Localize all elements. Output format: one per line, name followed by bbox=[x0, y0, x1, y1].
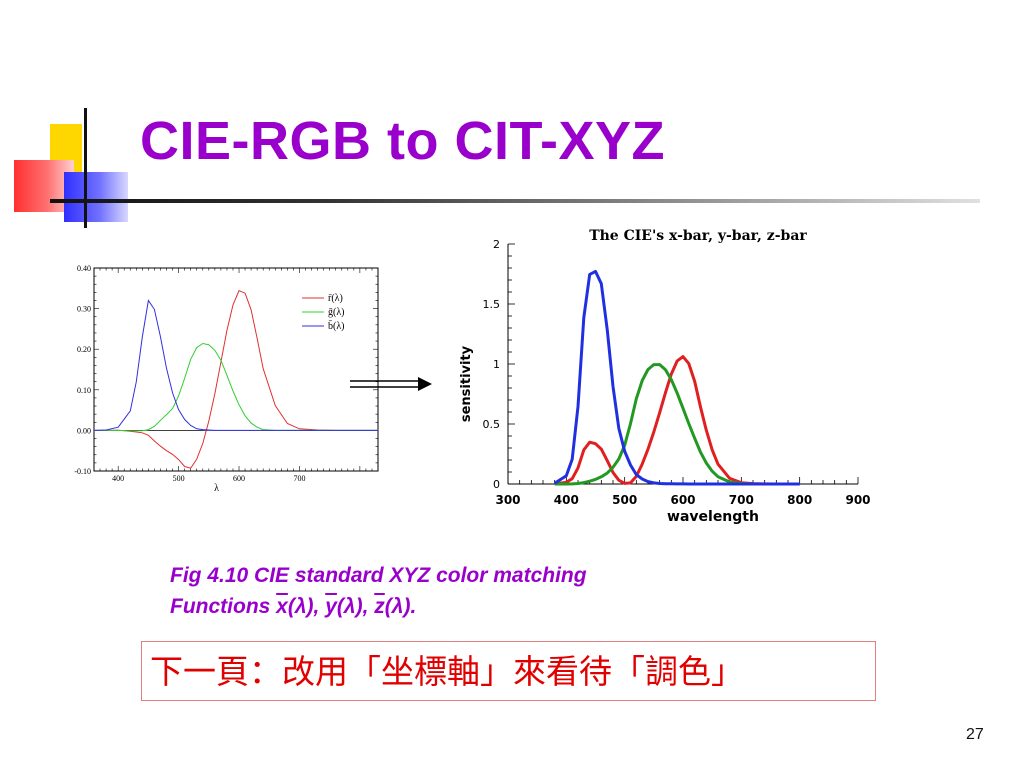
title-underline bbox=[50, 199, 980, 203]
x-tick-label: 500 bbox=[612, 493, 637, 507]
x-tick-label: 400 bbox=[112, 474, 124, 483]
y-tick-label: 2 bbox=[493, 238, 500, 251]
chart-title: The CIE's x-bar, y-bar, z-bar bbox=[589, 228, 807, 244]
y-tick-label: 0 bbox=[493, 478, 500, 491]
next-page-note: 下一頁：改用「坐標軸」來看待「調色」 bbox=[141, 641, 876, 701]
y-tick-label: 0.00 bbox=[77, 426, 91, 435]
y-tick-label: 1 bbox=[493, 358, 500, 371]
legend-label: ḡ(λ) bbox=[328, 307, 345, 318]
legend-label: b̄(λ) bbox=[328, 320, 345, 332]
x-tick-label: 600 bbox=[233, 474, 245, 483]
series-line bbox=[553, 269, 800, 486]
series-line bbox=[554, 355, 800, 486]
figure-caption: Fig 4.10 CIE standard XYZ color matching… bbox=[170, 560, 587, 622]
series-line bbox=[554, 363, 800, 486]
y-tick-label: 0.40 bbox=[77, 264, 91, 273]
series-line bbox=[94, 290, 378, 469]
caption-line-2: Functions x(λ), y(λ), z(λ). bbox=[170, 595, 417, 618]
slide-title: CIE-RGB to CIT-XYZ bbox=[140, 111, 665, 171]
y-tick-label: 0.5 bbox=[483, 418, 501, 431]
x-tick-label: 400 bbox=[554, 493, 579, 507]
x-tick-label: 500 bbox=[173, 474, 185, 483]
series-line bbox=[93, 299, 378, 431]
page-number: 27 bbox=[966, 726, 984, 743]
x-tick-label: 800 bbox=[787, 493, 812, 507]
y-tick-label: 0.30 bbox=[77, 305, 91, 314]
cie-rgb-chart: 400 500 600 700 -0.10 0.00 0.10 0.20 0.30 0.40 λ r̄… bbox=[74, 264, 379, 494]
y-tick-label: 0.10 bbox=[77, 386, 91, 395]
decor-vertical-line bbox=[84, 108, 87, 228]
x-tick-label: 700 bbox=[729, 493, 754, 507]
y-axis-label: sensitivity bbox=[459, 345, 474, 422]
x-tick-label: 600 bbox=[670, 493, 695, 507]
x-tick-label: 700 bbox=[293, 474, 305, 483]
series-line bbox=[94, 342, 378, 432]
caption-line-1: Fig 4.10 CIE standard XYZ color matching bbox=[170, 564, 587, 587]
cie-xyz-chart: 300 400 500 600 700 800 900 0 0.5 1 1.5 2 The CIE's … bbox=[459, 228, 871, 525]
x-tick-label: 300 bbox=[495, 493, 520, 507]
y-tick-label: 1.5 bbox=[483, 298, 501, 311]
x-tick-label: 900 bbox=[845, 493, 870, 507]
decor-blue-square bbox=[64, 172, 128, 222]
plot-frame bbox=[93, 267, 379, 472]
x-axis-label: wavelength bbox=[667, 509, 759, 525]
x-axis-label: λ bbox=[214, 483, 219, 494]
legend-label: r̄(λ) bbox=[328, 293, 343, 304]
y-tick-label: 0.20 bbox=[77, 345, 91, 354]
right-arrow-icon bbox=[350, 377, 432, 391]
y-tick-label: -0.10 bbox=[74, 467, 91, 476]
